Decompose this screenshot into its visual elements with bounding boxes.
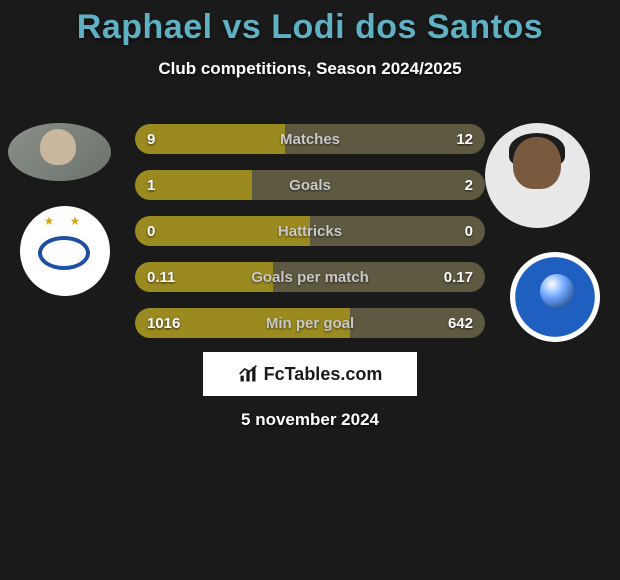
comparison-card: Raphael vs Lodi dos Santos Club competit… bbox=[0, 0, 620, 580]
stat-label: Goals bbox=[135, 170, 485, 200]
player2-club-logo bbox=[510, 252, 600, 342]
stat-label: Hattricks bbox=[135, 216, 485, 246]
date-text: 5 november 2024 bbox=[0, 410, 620, 430]
stat-row: 1016642Min per goal bbox=[135, 308, 485, 338]
stat-row: 12Goals bbox=[135, 170, 485, 200]
branding-text: FcTables.com bbox=[264, 364, 383, 385]
page-title: Raphael vs Lodi dos Santos bbox=[0, 0, 620, 47]
stat-label: Goals per match bbox=[135, 262, 485, 292]
player2-photo bbox=[485, 123, 590, 228]
stat-row: 00Hattricks bbox=[135, 216, 485, 246]
player1-club-logo bbox=[20, 206, 110, 296]
player1-photo bbox=[8, 123, 111, 181]
stats-table: 912Matches 12Goals 00Hattricks 0.110.17Goal… bbox=[135, 124, 485, 354]
stat-row: 912Matches bbox=[135, 124, 485, 154]
stat-label: Matches bbox=[135, 124, 485, 154]
branding-badge: FcTables.com bbox=[203, 352, 417, 396]
stat-row: 0.110.17Goals per match bbox=[135, 262, 485, 292]
stat-label: Min per goal bbox=[135, 308, 485, 338]
chart-icon bbox=[238, 364, 258, 384]
subtitle: Club competitions, Season 2024/2025 bbox=[0, 59, 620, 79]
